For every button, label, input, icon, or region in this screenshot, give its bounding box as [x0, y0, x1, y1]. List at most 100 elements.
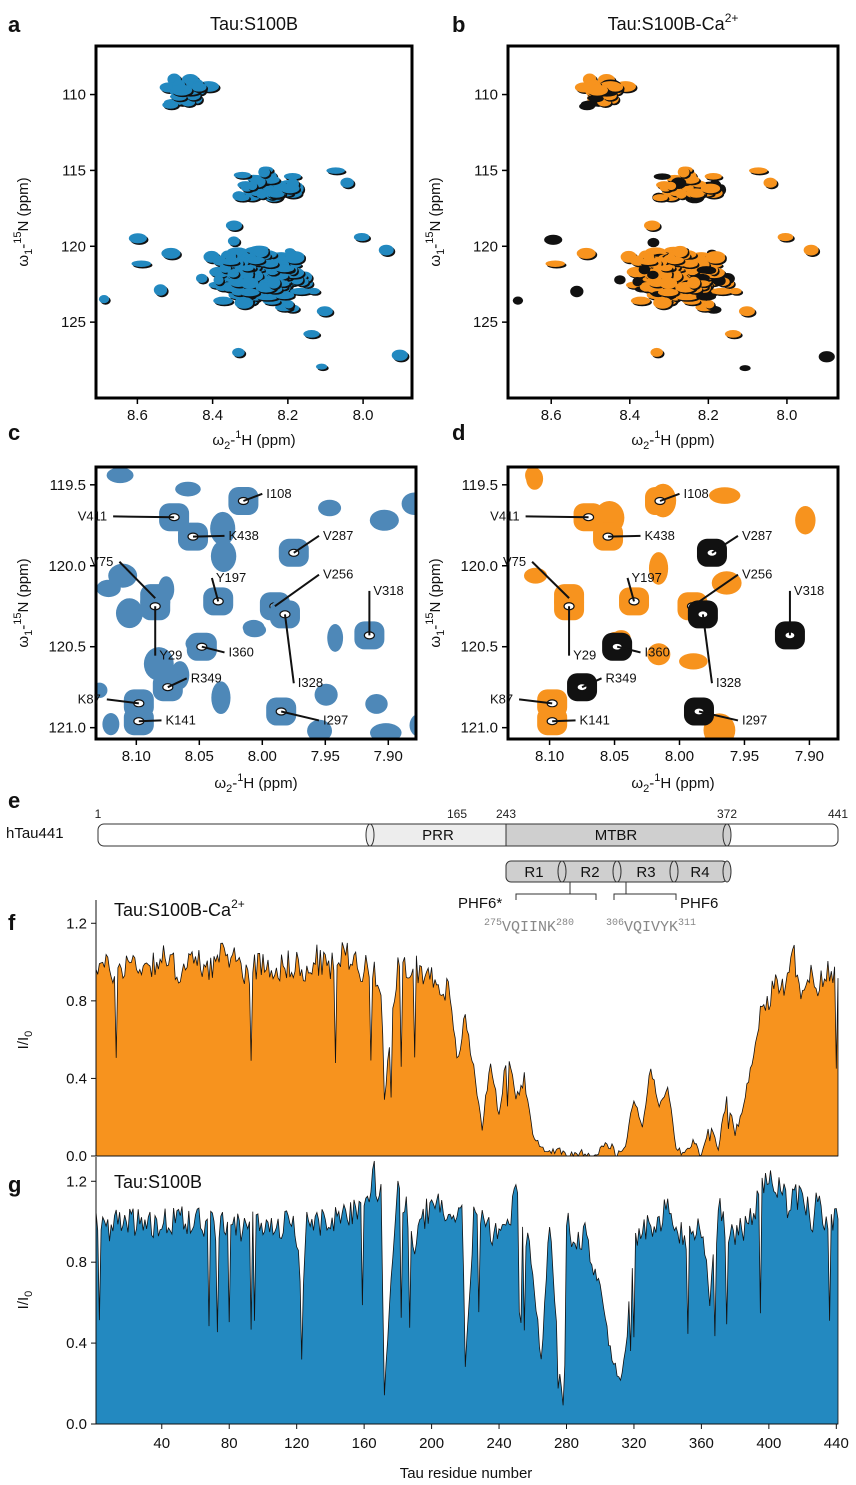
peak-label-r349: R349	[191, 670, 222, 685]
peak-label-v411: V411	[490, 508, 519, 523]
bound-peak	[274, 264, 295, 273]
x-tick-label: 8.4	[202, 407, 223, 424]
spectrum-a-peaks	[98, 73, 410, 372]
spectrum-b-xlabel: ω2-1H (ppm)	[631, 429, 714, 452]
peak-label-i360: I360	[229, 644, 254, 659]
contour-blob	[96, 682, 108, 699]
contour-blob	[243, 622, 267, 638]
domain-mtbr-label: MTBR	[595, 827, 638, 844]
peak-label-v256: V256	[742, 567, 772, 582]
contour-blob	[526, 467, 544, 490]
x-tick-label: 8.10	[535, 748, 564, 765]
y-tick-label: 119.5	[462, 477, 498, 494]
peak-label-i108: I108	[266, 486, 291, 501]
contour-blob	[401, 492, 416, 516]
contour-blob	[143, 647, 174, 681]
ref-peak	[614, 275, 626, 285]
peak-label-i328: I328	[716, 675, 741, 690]
peak-leader	[518, 698, 553, 705]
panel-c-letter: c	[8, 420, 20, 445]
peak-label-k438: K438	[645, 528, 675, 543]
bound-peak	[777, 232, 794, 242]
chart-f-ylabel: I/I0	[15, 1031, 35, 1050]
contour-blob	[709, 487, 741, 504]
bound-peak	[688, 191, 705, 198]
bound-peak	[284, 252, 305, 264]
peak-leader	[698, 710, 739, 722]
bound-peak	[653, 296, 672, 309]
bound-peak	[239, 288, 260, 297]
y-tick-label: 1.2	[66, 1173, 87, 1190]
peak-leader	[280, 710, 320, 722]
bound-peak	[378, 244, 394, 256]
contour-blob	[108, 563, 138, 588]
peak-leader	[167, 677, 188, 689]
bound-peak	[315, 363, 328, 370]
y-tick-label: 0.0	[66, 1416, 87, 1433]
peak-label-i297: I297	[323, 712, 348, 727]
x-tick-label: 240	[487, 1435, 512, 1452]
bound-peak	[213, 296, 233, 305]
ref-peak	[588, 95, 604, 103]
peak-label-i328: I328	[298, 675, 323, 690]
domain-prr-label: PRR	[422, 827, 454, 844]
x-tick-label: 80	[221, 1435, 238, 1452]
pos-243: 243	[496, 807, 516, 821]
y-tick-label: 110	[474, 87, 498, 104]
panel-g-title: Tau:S100B	[114, 1172, 202, 1192]
peak-label-k141: K141	[580, 712, 610, 727]
spectrum-b-axes: 8.6 8.4 8.2 8.0 110 115 120 125	[473, 87, 797, 424]
bound-peak	[258, 166, 270, 178]
ref-peak	[653, 173, 671, 180]
bound-peak	[639, 258, 657, 266]
contour-blob	[307, 719, 333, 739]
bound-peak	[704, 300, 715, 309]
bound-peak	[280, 183, 300, 194]
spectrum-c-ylabel: ω1-15N (ppm)	[12, 558, 35, 647]
contour-blob	[647, 643, 671, 666]
bound-peak	[191, 82, 207, 92]
spectrum-a-ylabel: ω1-15N (ppm)	[12, 177, 35, 266]
peak-leader	[659, 492, 680, 502]
peak-label-i360: I360	[645, 644, 670, 659]
bound-peak	[652, 194, 668, 202]
repeat-r2: R2	[580, 864, 599, 881]
x-tick-label: 280	[554, 1435, 579, 1452]
x-tick-label: 8.2	[277, 407, 298, 424]
bound-peak	[705, 252, 726, 264]
spectrum-d-axes: 8.10 8.05 8.00 7.95 7.90 119.5 120.0 120.5 121.0	[460, 477, 824, 765]
repeat-r1: R1	[524, 864, 543, 881]
y-tick-label: 121.0	[460, 720, 498, 737]
spectrum-c-frame	[94, 465, 418, 741]
spectrum-a-xlabel: ω2-1H (ppm)	[212, 429, 295, 452]
bound-peak	[729, 287, 742, 295]
bound-peak	[162, 101, 179, 109]
y-tick-label: 120.0	[460, 558, 498, 575]
x-tick-label: 8.2	[698, 407, 719, 424]
x-tick-label: 8.6	[541, 407, 562, 424]
peak-leader	[283, 614, 295, 684]
spectrum-d-peaks	[524, 467, 816, 739]
peak-leader	[118, 561, 156, 599]
contour-blob	[679, 653, 708, 670]
bound-peak	[253, 245, 269, 258]
peak-leader	[138, 719, 162, 723]
bound-peak	[246, 181, 258, 191]
x-tick-label: 40	[153, 1435, 170, 1452]
bound-peak	[763, 177, 777, 188]
spectrum-b-frame	[506, 44, 840, 400]
bound-peak	[234, 296, 254, 309]
y-tick-label: 115	[62, 162, 86, 179]
spectrum-c-xlabel: ω2-1H (ppm)	[214, 772, 297, 795]
contour-blob	[175, 481, 201, 497]
bound-peak	[283, 300, 294, 309]
bound-peak	[391, 349, 408, 361]
x-tick-label: 360	[689, 1435, 714, 1452]
pos-165: 165	[447, 807, 467, 821]
y-tick-label: 0.4	[66, 1070, 87, 1087]
bound-peak	[675, 188, 687, 199]
bound-peak	[267, 276, 281, 289]
x-tick-label: 8.00	[665, 748, 694, 765]
bound-peak	[681, 259, 698, 268]
bound-peak	[630, 296, 651, 305]
